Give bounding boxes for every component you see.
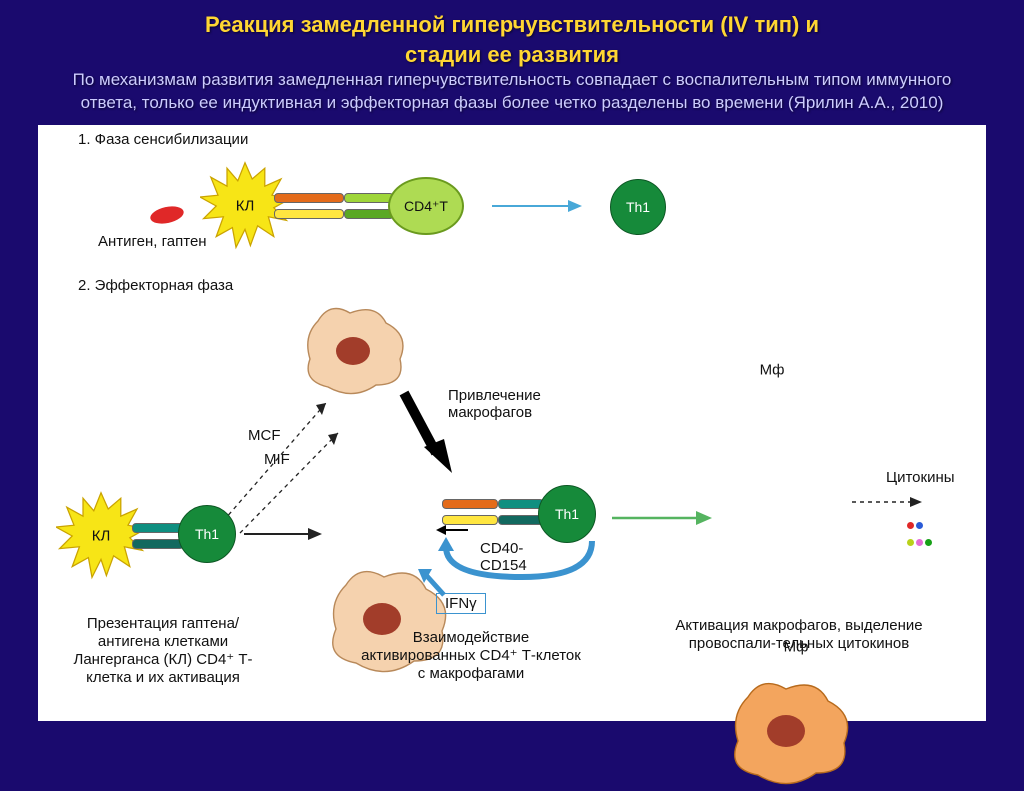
small-arrow-icon	[436, 523, 470, 537]
arrow-icon	[612, 509, 712, 527]
diagram-panel: 1. Фаза сенсибилизации Антиген, гаптен К…	[38, 125, 986, 721]
ifn-arrow-icon	[416, 565, 450, 599]
cytokines-label: Цитокины	[886, 469, 955, 486]
receptor-bar	[132, 523, 184, 533]
mif-label: MIF	[264, 451, 290, 468]
cd4-tcell: CD4⁺T	[388, 177, 464, 235]
antigen-shape	[149, 204, 186, 227]
th1-label: Th1	[555, 506, 579, 522]
caption-left: Презентация гаптена/ антигена клетками Л…	[58, 615, 268, 687]
langerhans-label-1: КЛ	[236, 198, 255, 215]
cytokine-dots	[906, 517, 933, 551]
caption-right: Активация макрофагов, выделение провоспа…	[674, 617, 924, 653]
th1-cell-1: Th1	[610, 179, 666, 235]
cd40-label: CD40-CD154	[480, 541, 527, 574]
arrow-icon	[244, 525, 324, 543]
langerhans-label-2: КЛ	[92, 528, 111, 545]
receptor-bar	[498, 515, 544, 525]
th1-label: Th1	[626, 199, 650, 215]
th1-label: Th1	[195, 526, 219, 542]
macrophage-upper: Мф	[298, 301, 1024, 397]
receptor-bar	[442, 499, 498, 509]
activated-macrophage: Актиир.Мф	[724, 675, 1024, 791]
receptor-bar	[274, 193, 344, 203]
phase2-heading: 2. Эффекторная фаза	[78, 277, 233, 294]
mcf-label: MCF	[248, 427, 281, 444]
slide-title-line1: Реакция замедленной гиперчувствительност…	[50, 10, 974, 40]
receptor-bar	[344, 193, 394, 203]
receptor-bar	[498, 499, 544, 509]
slide-subtitle: По механизмам развития замедленная гипер…	[73, 70, 952, 112]
phase1-heading: 1. Фаза сенсибилизации	[78, 131, 248, 148]
cytokines-dotted-icon	[852, 495, 922, 509]
macrophage-label: Мф	[760, 362, 785, 379]
arrow-icon	[492, 197, 582, 215]
cd4-tcell-label: CD4⁺T	[404, 198, 448, 215]
big-arrow-icon	[394, 387, 454, 477]
th1-cell-2: Th1	[178, 505, 236, 563]
antigen-label: Антиген, гаптен	[98, 233, 207, 250]
receptor-bar	[132, 539, 184, 549]
th1-cell-3: Th1	[538, 485, 596, 543]
receptor-bar	[274, 209, 344, 219]
slide-title-line2: стадии ее развития	[50, 40, 974, 70]
caption-center: Взаимодействие активированных CD4⁺ Т-кле…	[356, 629, 586, 683]
macrophage-attraction-label: Привлечение макрофагов	[448, 387, 578, 421]
receptor-bar	[442, 515, 498, 525]
receptor-bar	[344, 209, 394, 219]
